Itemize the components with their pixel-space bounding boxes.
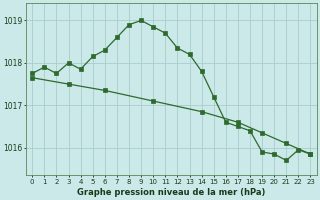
X-axis label: Graphe pression niveau de la mer (hPa): Graphe pression niveau de la mer (hPa): [77, 188, 266, 197]
